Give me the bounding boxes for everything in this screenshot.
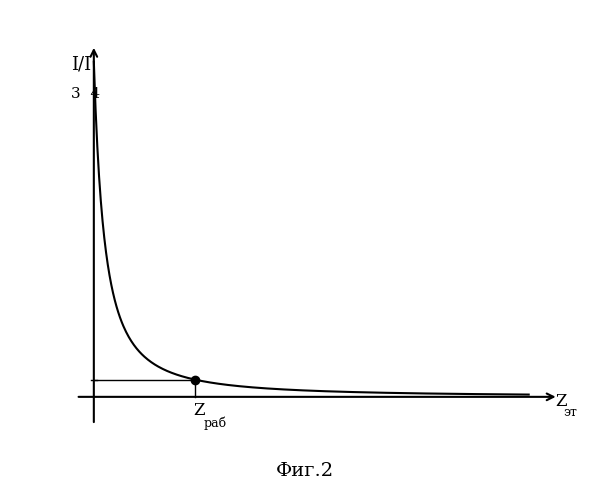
Text: Z: Z xyxy=(556,392,567,409)
Text: Фиг.2: Фиг.2 xyxy=(275,462,334,480)
Text: раб: раб xyxy=(204,416,227,430)
Text: I/I: I/I xyxy=(71,56,91,74)
Text: 3  4: 3 4 xyxy=(71,87,100,101)
Text: эт: эт xyxy=(563,406,577,419)
Text: Z: Z xyxy=(193,402,205,419)
